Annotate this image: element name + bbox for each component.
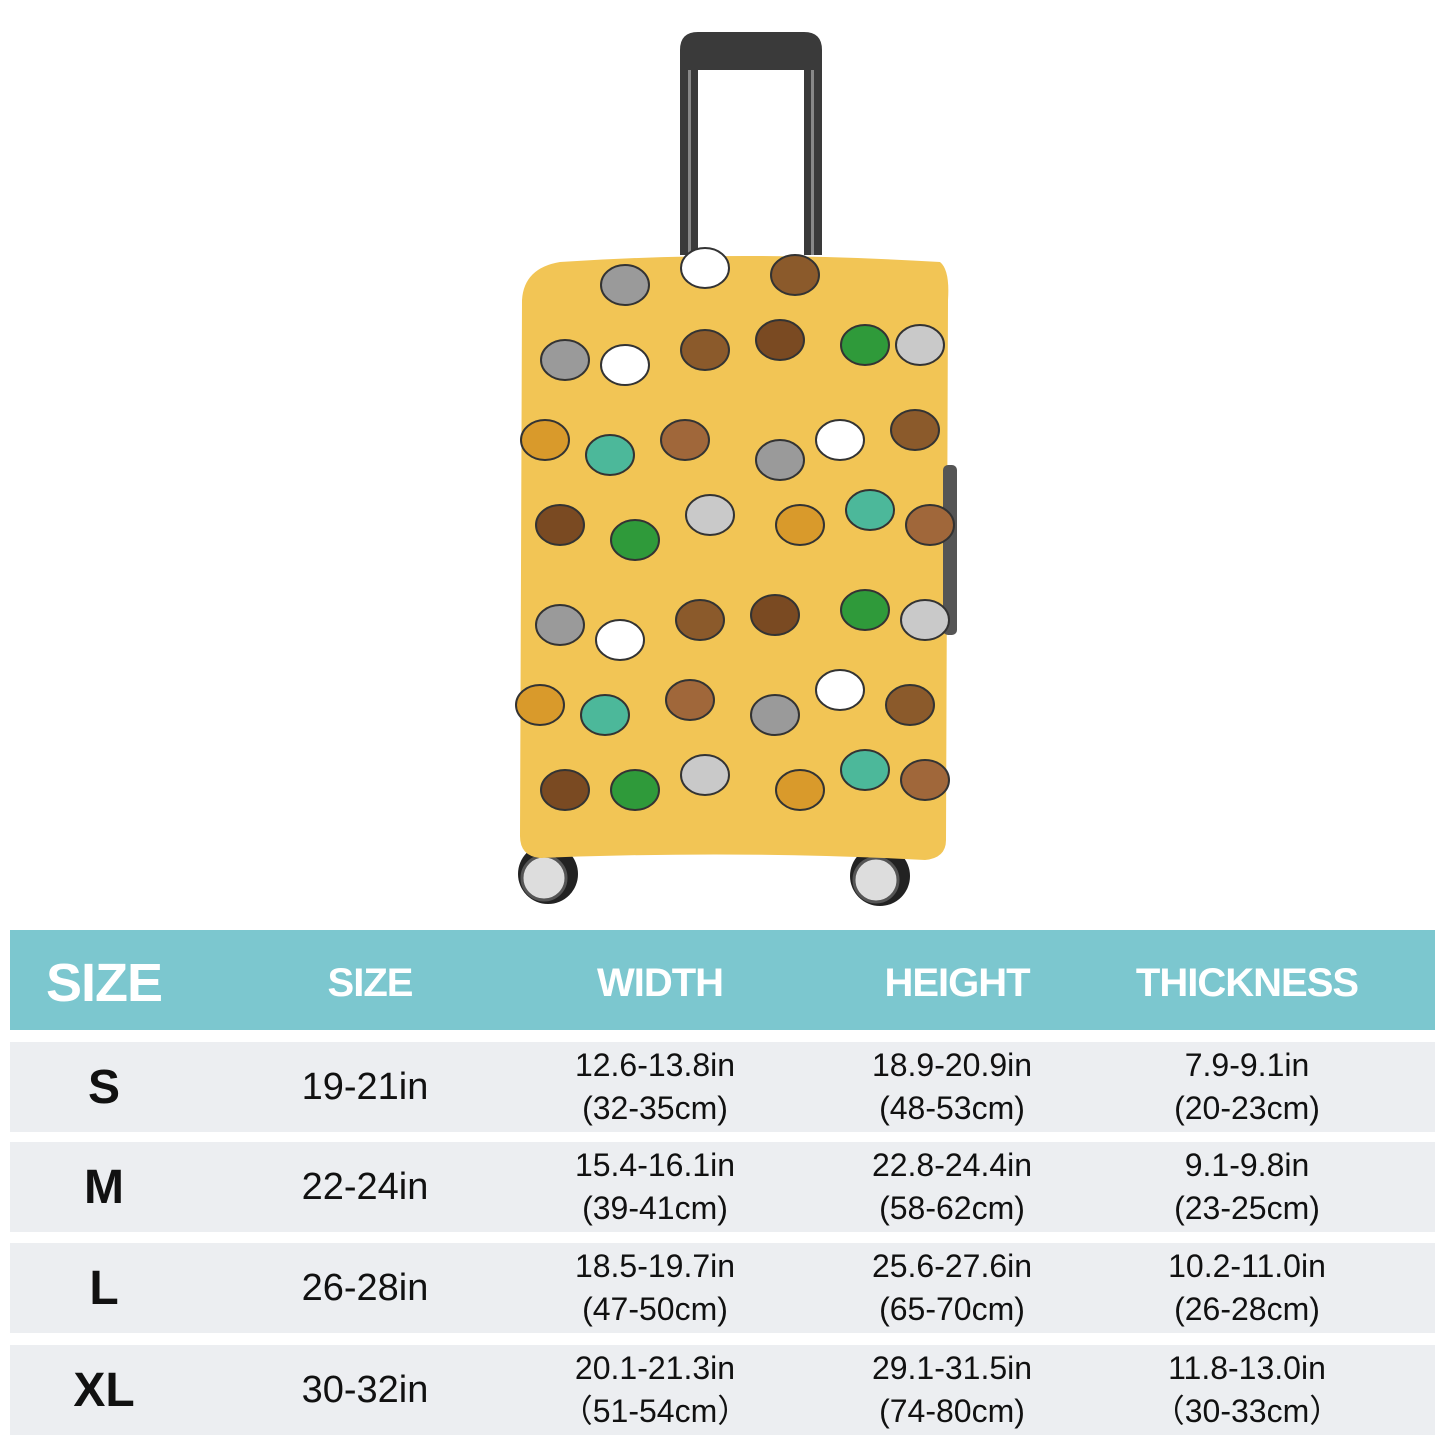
thickness-in: 10.2-11.0in	[1168, 1248, 1326, 1284]
animal-icon	[775, 504, 825, 546]
width-in: 12.6-13.8in	[574, 1047, 736, 1083]
animal-icon	[680, 247, 730, 289]
height-in: 22.8-24.4in	[871, 1147, 1033, 1183]
animal-icon	[815, 669, 865, 711]
animal-icon	[665, 679, 715, 721]
thickness-cm: (20-23cm)	[1174, 1090, 1320, 1126]
animal-icon	[840, 589, 890, 631]
animal-icon	[900, 759, 950, 801]
height-cell: 29.1-31.5in (74-80cm)	[872, 1345, 1032, 1435]
animal-icon	[840, 749, 890, 791]
animal-icon	[515, 684, 565, 726]
animal-icon	[845, 489, 895, 531]
height-cm: (48-53cm)	[879, 1090, 1025, 1126]
thickness-in: 11.8-13.0in	[1168, 1350, 1326, 1386]
animal-icon	[750, 594, 800, 636]
animal-icon	[600, 264, 650, 306]
width-cell: 15.4-16.1in (39-41cm)	[575, 1142, 735, 1232]
height-cm: (65-70cm)	[879, 1291, 1025, 1327]
animal-icon	[750, 694, 800, 736]
size-letter: L	[89, 1261, 119, 1315]
header-size-label: SIZE	[45, 953, 163, 1013]
size-row-l: L 26-28in 18.5-19.7in (47-50cm) 25.6-27.6…	[10, 1243, 1435, 1333]
height-cm: (58-62cm)	[879, 1190, 1025, 1226]
animal-icon	[890, 409, 940, 451]
size-letter: XL	[73, 1363, 135, 1417]
header-height: HEIGHT	[884, 961, 1030, 1005]
animal-icon	[535, 504, 585, 546]
animal-icon	[540, 769, 590, 811]
animal-icon	[535, 604, 585, 646]
width-in: 20.1-21.3in	[574, 1350, 736, 1386]
thickness-cell: 9.1-9.8in (23-25cm)	[1174, 1142, 1320, 1232]
animal-icon	[595, 619, 645, 661]
animal-icon	[885, 684, 935, 726]
height-in: 25.6-27.6in	[871, 1248, 1033, 1284]
thickness-cm: (26-28cm)	[1174, 1291, 1320, 1327]
width-cm: （51-54cm）	[560, 1393, 750, 1429]
height-cm: (74-80cm)	[879, 1393, 1025, 1429]
animal-icon	[600, 344, 650, 386]
animal-icon	[660, 419, 710, 461]
wheels	[518, 844, 910, 906]
animal-icon	[770, 254, 820, 296]
luggage-size: 22-24in	[301, 1165, 429, 1208]
luggage-product-image	[515, 32, 957, 906]
width-in: 15.4-16.1in	[574, 1147, 736, 1183]
animal-icon	[895, 324, 945, 366]
animal-icon	[755, 319, 805, 361]
animal-icon	[540, 339, 590, 381]
size-row-m: M 22-24in 15.4-16.1in (39-41cm) 22.8-24.4…	[10, 1142, 1435, 1232]
thickness-in: 9.1-9.8in	[1184, 1147, 1310, 1183]
width-cm: (47-50cm)	[582, 1291, 728, 1327]
width-in: 18.5-19.7in	[574, 1248, 736, 1284]
luggage-size: 19-21in	[301, 1065, 429, 1108]
size-table-header: SIZE SIZE WIDTH HEIGHT THICKNESS	[10, 930, 1435, 1030]
width-cell: 12.6-13.8in (32-35cm)	[575, 1042, 735, 1132]
luggage-size: 30-32in	[301, 1368, 429, 1411]
animal-icon	[610, 519, 660, 561]
thickness-cm: （30-33cm）	[1152, 1393, 1342, 1429]
thickness-in: 7.9-9.1in	[1184, 1047, 1310, 1083]
animal-icon	[755, 439, 805, 481]
luggage-size: 26-28in	[301, 1266, 429, 1309]
zodiac-animal-pattern	[515, 247, 955, 811]
header-thickness: THICKNESS	[1135, 961, 1359, 1005]
header-luggage-size: SIZE	[327, 961, 414, 1005]
height-cell: 18.9-20.9in (48-53cm)	[872, 1042, 1032, 1132]
thickness-cm: (23-25cm)	[1174, 1190, 1320, 1226]
size-row-s: S 19-21in 12.6-13.8in (32-35cm) 18.9-20.9…	[10, 1042, 1435, 1132]
thickness-cell: 10.2-11.0in (26-28cm)	[1168, 1243, 1326, 1333]
width-cm: (39-41cm)	[582, 1190, 728, 1226]
width-cm: (32-35cm)	[582, 1090, 728, 1126]
thickness-cell: 11.8-13.0in （30-33cm）	[1153, 1345, 1342, 1435]
animal-icon	[905, 504, 955, 546]
animal-icon	[840, 324, 890, 366]
width-cell: 20.1-21.3in （51-54cm）	[561, 1345, 750, 1435]
height-in: 18.9-20.9in	[871, 1047, 1033, 1083]
animal-icon	[680, 329, 730, 371]
animal-icon	[680, 754, 730, 796]
size-letter: M	[84, 1160, 124, 1214]
animal-icon	[610, 769, 660, 811]
telescopic-handle	[680, 32, 822, 255]
animal-icon	[580, 694, 630, 736]
size-letter: S	[87, 1060, 121, 1114]
animal-icon	[585, 434, 635, 476]
animal-icon	[675, 599, 725, 641]
animal-icon	[775, 769, 825, 811]
height-in: 29.1-31.5in	[871, 1350, 1033, 1386]
thickness-cell: 7.9-9.1in (20-23cm)	[1174, 1042, 1320, 1132]
animal-icon	[520, 419, 570, 461]
height-cell: 22.8-24.4in (58-62cm)	[872, 1142, 1032, 1232]
animal-icon	[685, 494, 735, 536]
animal-icon	[815, 419, 865, 461]
width-cell: 18.5-19.7in (47-50cm)	[575, 1243, 735, 1333]
size-row-xl: XL 30-32in 20.1-21.3in （51-54cm） 29.1-31.…	[10, 1345, 1435, 1435]
header-width: WIDTH	[596, 961, 724, 1005]
height-cell: 25.6-27.6in (65-70cm)	[872, 1243, 1032, 1333]
animal-icon	[900, 599, 950, 641]
